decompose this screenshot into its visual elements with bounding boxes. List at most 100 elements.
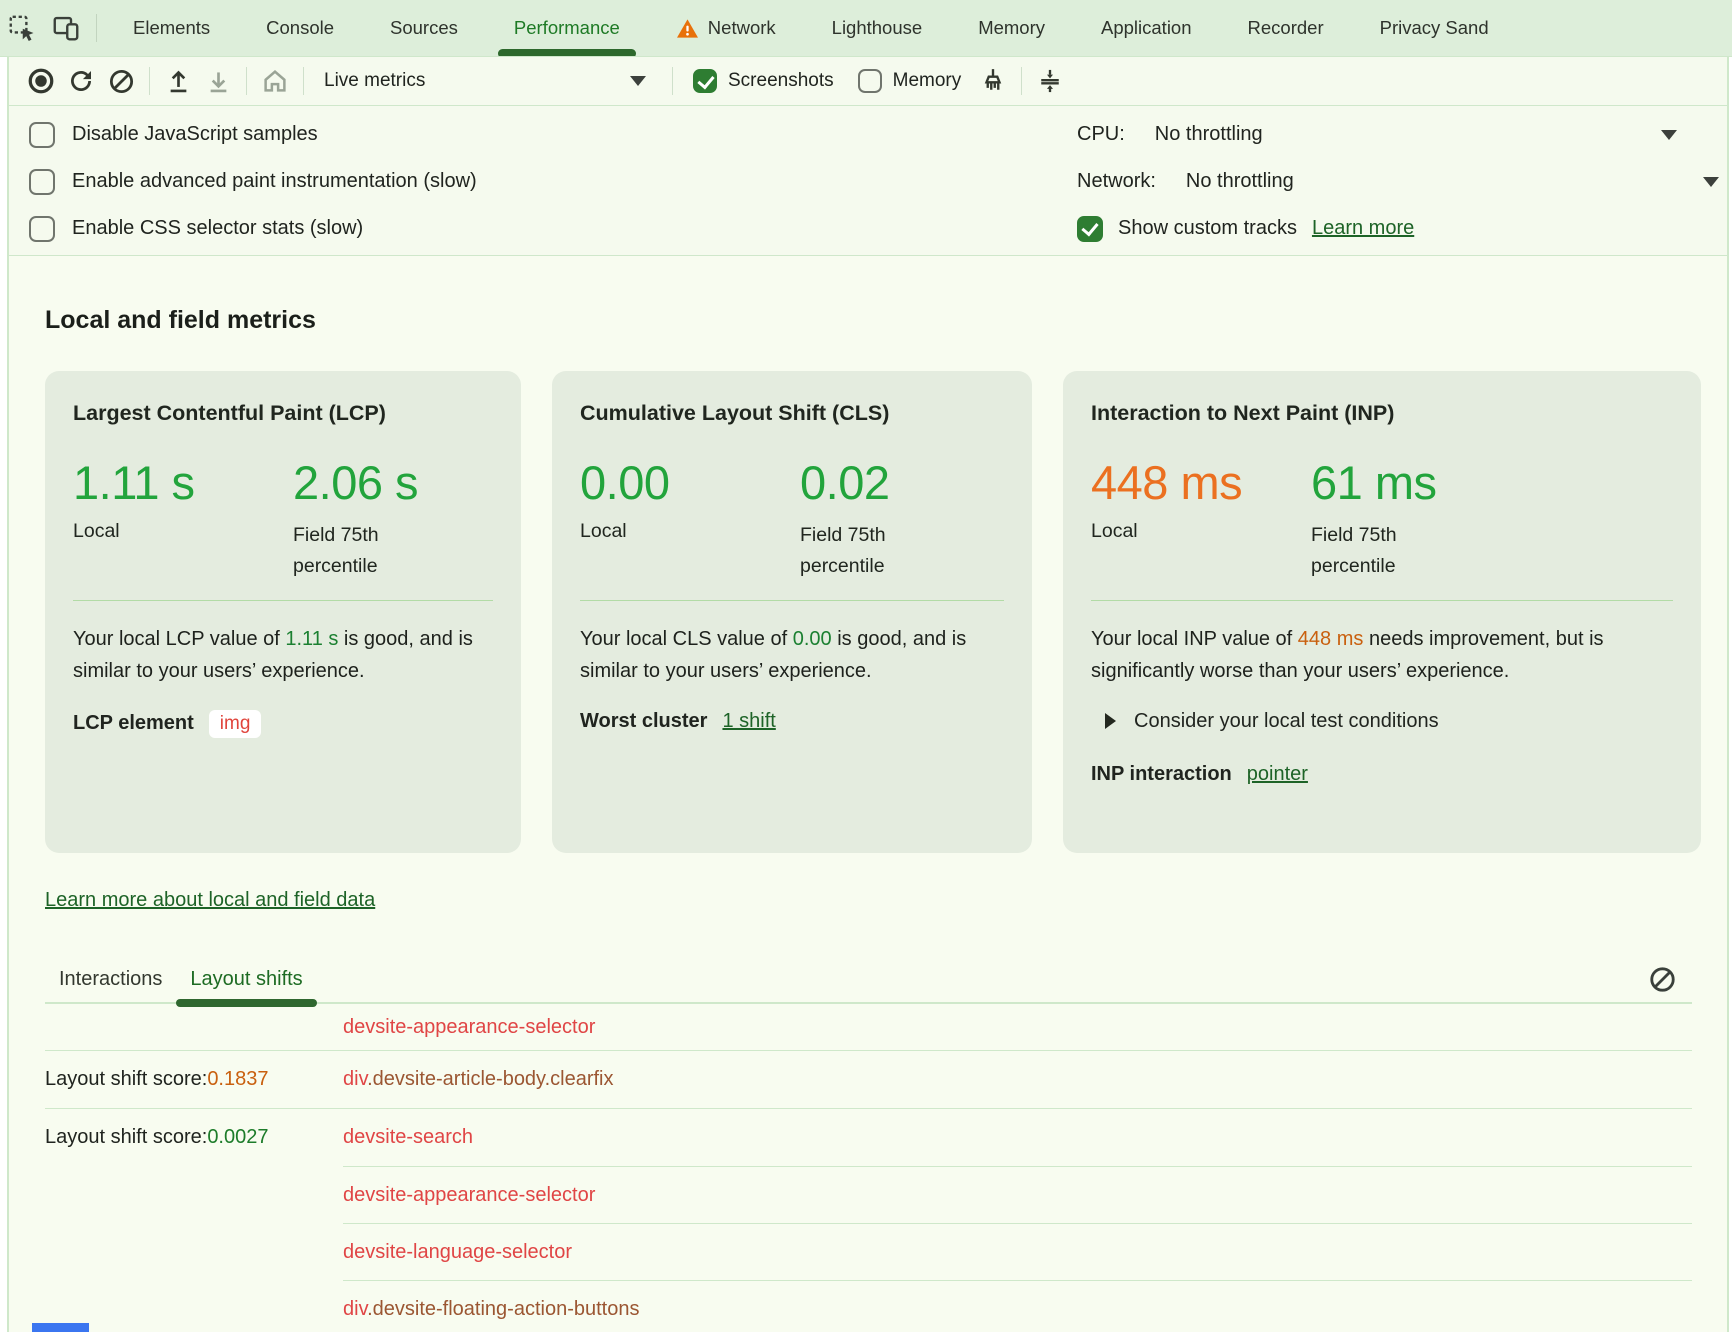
network-throttling-select[interactable]: Network: No throttling <box>1077 158 1719 205</box>
tab-recorder[interactable]: Recorder <box>1220 0 1352 56</box>
checkbox-unchecked-icon[interactable] <box>29 168 55 195</box>
toolbar-separator <box>303 67 304 95</box>
element-cell: devsite-search <box>343 1109 1692 1166</box>
device-toolbar-button[interactable] <box>44 0 88 56</box>
score-cell: Layout shift score: 0.0027 <box>45 1109 343 1166</box>
learn-more-link[interactable]: Learn more <box>1311 217 1415 239</box>
local-test-conditions-disclosure[interactable]: Consider your local test conditions <box>1091 710 1673 733</box>
desc-value: 448 ms <box>1297 628 1364 650</box>
tab-label: Performance <box>513 17 620 38</box>
layout-shift-row[interactable]: devsite-language-selector <box>45 1223 1692 1280</box>
inp-card: Interaction to Next Paint (INP) 448 ms L… <box>1063 371 1701 853</box>
show-custom-tracks-row: Show custom tracks Learn more <box>1077 205 1691 252</box>
lcp-element-chip[interactable]: img <box>208 709 262 738</box>
tab-elements[interactable]: Elements <box>105 0 238 56</box>
tab-network[interactable]: Network <box>648 0 804 56</box>
reload-icon <box>66 66 96 96</box>
reload-and-record-button[interactable] <box>61 61 101 101</box>
metric-values: 1.11 s Local 2.06 s Field 75th percentil… <box>73 458 493 600</box>
cpu-throttling-select[interactable]: CPU: No throttling <box>1077 111 1691 158</box>
tab-layout-shifts[interactable]: Layout shifts <box>176 956 317 1007</box>
score-value: 0.0027 <box>207 1126 269 1148</box>
tab-interactions[interactable]: Interactions <box>45 956 176 1002</box>
clear-log-button[interactable] <box>1647 964 1678 995</box>
layout-shift-row[interactable]: div.devsite-floating-action-buttons <box>45 1280 1692 1332</box>
device-toolbar-icon <box>51 13 81 43</box>
screenshots-checkbox[interactable]: Screenshots <box>693 69 834 93</box>
network-label: Network: <box>1077 170 1156 192</box>
checkbox-unchecked-icon[interactable] <box>857 69 882 93</box>
element-classes: .devsite-floating-action-buttons <box>367 1297 640 1320</box>
worst-cluster-link[interactable]: 1 shift <box>722 709 776 732</box>
lcp-element-label: LCP element <box>73 712 194 735</box>
metric-values: 0.00 Local 0.02 Field 75th percentile <box>580 458 1004 600</box>
desc-text: needs improvement, but is significantly … <box>1091 628 1604 683</box>
element-link[interactable]: div.devsite-article-body.clearfix <box>343 1068 613 1091</box>
history-mode-select[interactable]: Live metrics <box>312 61 664 101</box>
field-label: Field 75th percentile <box>293 524 379 577</box>
toolbar-separator <box>672 67 673 95</box>
element-tag: devsite-language-selector <box>343 1240 573 1263</box>
element-link[interactable]: devsite-appearance-selector <box>343 1184 595 1207</box>
tab-privacy-sandbox[interactable]: Privacy Sand <box>1352 0 1517 56</box>
card-description: Your local LCP value of 1.11 s is good, … <box>73 623 493 688</box>
collapse-vertical-icon <box>1036 67 1064 95</box>
inspect-cursor-icon <box>7 13 37 43</box>
advanced-paint-instrumentation-checkbox[interactable]: Enable advanced paint instrumentation (s… <box>29 158 1727 205</box>
show-custom-tracks-checkbox[interactable] <box>1077 215 1103 242</box>
score-label: Layout shift score: <box>45 1126 208 1148</box>
card-divider <box>1091 600 1673 601</box>
disable-js-samples-checkbox[interactable]: Disable JavaScript samples <box>29 111 1727 158</box>
css-selector-stats-checkbox[interactable]: Enable CSS selector stats (slow) <box>29 205 1727 252</box>
collapse-panel-button[interactable] <box>1030 61 1070 101</box>
performance-toolbar: Live metrics Screenshots Memory <box>9 57 1727 106</box>
devtools-tabbar: Elements Console Sources Performance Net… <box>0 0 1732 57</box>
inp-interaction-link[interactable]: pointer <box>1246 762 1308 785</box>
tab-console[interactable]: Console <box>238 0 362 56</box>
element-link[interactable]: devsite-search <box>343 1126 473 1149</box>
layout-shift-row[interactable]: devsite-appearance-selector <box>45 1166 1692 1223</box>
load-profile-button[interactable] <box>158 61 198 101</box>
record-button[interactable] <box>21 61 61 101</box>
tab-label: Layout shifts <box>190 967 303 990</box>
checkbox-checked-icon[interactable] <box>693 69 717 93</box>
element-link[interactable]: devsite-appearance-selector <box>343 1016 595 1039</box>
card-title: Interaction to Next Paint (INP) <box>1091 401 1395 425</box>
checkbox-unchecked-icon[interactable] <box>29 121 55 148</box>
tab-performance[interactable]: Performance <box>486 0 648 56</box>
layout-shift-row[interactable]: devsite-appearance-selector <box>45 1004 1692 1050</box>
tab-application[interactable]: Application <box>1073 0 1220 56</box>
gc-button[interactable] <box>973 61 1013 101</box>
chevron-down-icon <box>1703 176 1719 187</box>
score-value: 0.1837 <box>207 1068 269 1090</box>
tab-sources[interactable]: Sources <box>362 0 486 56</box>
learn-more-local-field-link[interactable]: Learn more about local and field data <box>45 889 376 911</box>
element-cell: devsite-appearance-selector <box>343 1004 1692 1050</box>
home-button[interactable] <box>255 61 295 101</box>
score-cell <box>45 1280 343 1332</box>
local-label: Local <box>580 520 627 543</box>
inspect-element-button[interactable] <box>0 0 44 56</box>
page-title: Local and field metrics <box>45 306 316 334</box>
save-profile-button[interactable] <box>198 61 238 101</box>
card-divider <box>580 600 1004 601</box>
tab-label: Elements <box>133 17 211 38</box>
element-link[interactable]: div.devsite-floating-action-buttons <box>343 1298 639 1321</box>
element-cell: devsite-language-selector <box>343 1223 1692 1280</box>
clear-button[interactable] <box>101 61 141 101</box>
layout-shift-row[interactable]: Layout shift score: 0.1837 div.devsite-a… <box>45 1050 1692 1108</box>
tab-label: Recorder <box>1247 17 1324 38</box>
checkbox-unchecked-icon[interactable] <box>29 215 55 242</box>
memory-checkbox[interactable]: Memory <box>857 69 961 93</box>
toolbar-separator <box>149 67 150 95</box>
tab-lighthouse[interactable]: Lighthouse <box>804 0 951 56</box>
chevron-down-icon <box>1661 129 1677 140</box>
element-link[interactable]: devsite-language-selector <box>343 1241 572 1264</box>
cls-card: Cumulative Layout Shift (CLS) 0.00 Local… <box>552 371 1032 853</box>
field-label: Field 75th percentile <box>1311 524 1397 577</box>
setting-label: Enable advanced paint instrumentation (s… <box>72 170 477 192</box>
logs-tablist: Interactions Layout shifts <box>45 956 1692 1007</box>
layout-shift-row[interactable]: Layout shift score: 0.0027 devsite-searc… <box>45 1108 1692 1166</box>
network-throttling-value: No throttling <box>1185 170 1294 192</box>
tab-memory[interactable]: Memory <box>950 0 1073 56</box>
